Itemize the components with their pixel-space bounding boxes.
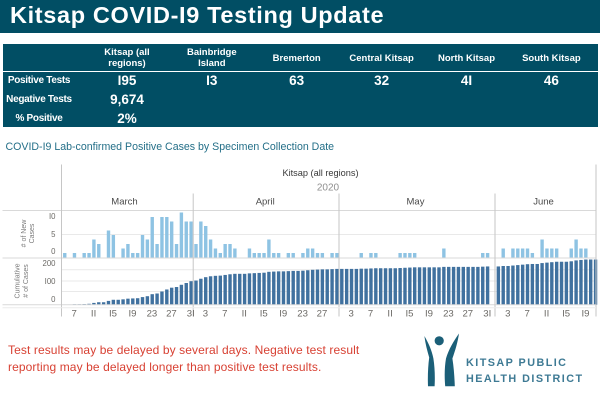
svg-text:3: 3 — [349, 308, 354, 319]
svg-text:I00: I00 — [45, 277, 57, 286]
svg-text:0: 0 — [51, 247, 56, 256]
svg-text:I9: I9 — [279, 308, 287, 319]
svg-text:I5: I5 — [405, 308, 413, 319]
svg-text:23: 23 — [297, 308, 308, 319]
svg-text:200: 200 — [42, 259, 56, 268]
svg-text:7: 7 — [525, 308, 530, 319]
svg-text:3I: 3I — [483, 308, 491, 319]
svg-text:I9: I9 — [425, 308, 433, 319]
svg-text:Cases: Cases — [29, 223, 36, 243]
svg-text:27: 27 — [317, 308, 328, 319]
svg-text:I5: I5 — [562, 308, 570, 319]
svg-text:7: 7 — [72, 308, 77, 319]
svg-text:II: II — [544, 308, 549, 319]
svg-text:0: 0 — [51, 295, 56, 304]
svg-text:7: 7 — [222, 308, 227, 319]
svg-text:March: March — [111, 197, 137, 208]
svg-text:I9: I9 — [128, 308, 136, 319]
svg-text:23: 23 — [147, 308, 158, 319]
svg-text:I5: I5 — [260, 308, 268, 319]
svg-text:June: June — [533, 197, 554, 208]
svg-text:Kitsap (all regions): Kitsap (all regions) — [282, 168, 358, 178]
svg-text:Cumulative: Cumulative — [15, 263, 22, 298]
svg-text:I0: I0 — [49, 212, 56, 221]
svg-text:I5: I5 — [109, 308, 117, 319]
svg-text:5: 5 — [51, 230, 56, 239]
svg-text:I9: I9 — [581, 308, 589, 319]
svg-text:27: 27 — [166, 308, 177, 319]
svg-text:3: 3 — [505, 308, 510, 319]
svg-text:2020: 2020 — [317, 183, 340, 194]
svg-text:# of Cases: # of Cases — [23, 264, 30, 298]
svg-text:May: May — [407, 197, 425, 208]
svg-text:3: 3 — [203, 308, 208, 319]
svg-text:II: II — [242, 308, 247, 319]
svg-text:27: 27 — [462, 308, 473, 319]
svg-text:3I: 3I — [187, 308, 195, 319]
svg-text:April: April — [256, 197, 275, 208]
svg-text:7: 7 — [368, 308, 373, 319]
svg-text:II: II — [387, 308, 392, 319]
svg-text:II: II — [91, 308, 96, 319]
svg-text:# of New: # of New — [21, 219, 28, 248]
svg-text:23: 23 — [443, 308, 454, 319]
